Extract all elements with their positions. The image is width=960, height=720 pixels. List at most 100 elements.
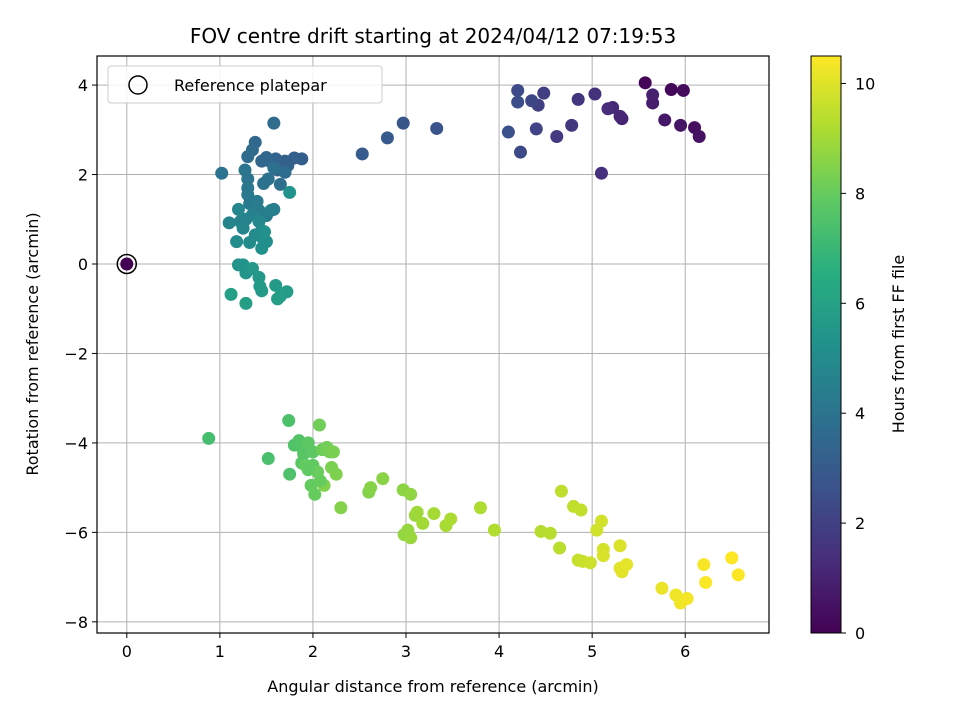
data-point (273, 177, 287, 191)
data-point (312, 418, 326, 432)
data-point (554, 484, 568, 498)
data-point (313, 474, 327, 488)
legend: Reference platepar (107, 65, 383, 104)
data-point (404, 531, 418, 545)
data-point (278, 165, 292, 179)
data-point (396, 116, 410, 130)
data-point (731, 568, 745, 582)
data-point (329, 467, 343, 481)
data-point (646, 88, 660, 102)
reference-point-marker (120, 257, 134, 271)
data-point (404, 487, 418, 501)
data-point (511, 95, 525, 109)
data-point (473, 501, 487, 515)
data-point (588, 87, 602, 101)
colorbar-tick-label: 6 (855, 294, 865, 313)
data-point (261, 452, 275, 466)
data-point (594, 166, 608, 180)
data-point (380, 131, 394, 145)
colorbar-gradient (810, 55, 842, 634)
data-point (613, 539, 627, 553)
data-point (326, 445, 340, 459)
colorbar-tick-label: 8 (855, 184, 865, 203)
data-point (376, 472, 390, 486)
data-point (264, 203, 278, 217)
data-point (697, 558, 711, 572)
y-axis-title: Rotation from reference (arcmin) (23, 212, 42, 475)
data-point (267, 161, 281, 175)
y-tick-label: −6 (64, 523, 88, 542)
colorbar-tick-label: 0 (855, 624, 865, 643)
y-tick-label: −4 (64, 434, 88, 453)
colorbar-tick-label: 10 (855, 74, 875, 93)
data-point (241, 172, 255, 186)
data-point (583, 556, 597, 570)
data-point (222, 216, 236, 230)
y-tick-label: −8 (64, 613, 88, 632)
data-point (267, 116, 281, 130)
data-point (487, 523, 501, 537)
data-point (511, 83, 525, 97)
data-point (571, 92, 585, 106)
colorbar-ticks: 0 2 4 6 8 10 (841, 74, 875, 643)
data-point (298, 458, 312, 472)
data-point (257, 176, 271, 190)
data-point (525, 94, 539, 108)
x-axis-ticks: 0 1 2 3 4 5 6 (122, 633, 690, 661)
data-point (601, 102, 615, 116)
data-point (239, 296, 253, 310)
data-point (664, 83, 678, 97)
data-point (444, 512, 458, 526)
data-point (543, 526, 557, 540)
colorbar-label: Hours from first FF file (889, 255, 908, 434)
data-point (692, 130, 706, 144)
data-point (594, 514, 608, 528)
data-point (269, 278, 283, 292)
data-point (282, 414, 296, 428)
data-point (255, 154, 269, 168)
data-point (550, 130, 564, 144)
data-point (638, 76, 652, 90)
data-point (224, 287, 238, 301)
data-point (553, 541, 567, 555)
data-point (613, 109, 627, 123)
legend-marker (128, 75, 148, 95)
data-point (308, 487, 322, 501)
data-points (202, 76, 745, 610)
data-point (529, 122, 543, 136)
data-point (364, 481, 378, 495)
data-point (427, 507, 441, 521)
data-point (410, 505, 424, 519)
data-point (416, 516, 430, 530)
x-tick-label: 5 (587, 642, 597, 661)
data-point (230, 235, 244, 249)
data-point (258, 225, 272, 239)
data-point (501, 125, 515, 139)
reference-point-layer (116, 253, 138, 275)
colorbar: 0 2 4 6 8 10 Hours from first FF file (810, 55, 908, 643)
data-point (202, 431, 216, 445)
x-tick-label: 6 (680, 642, 690, 661)
colorbar-tick-label: 2 (855, 514, 865, 533)
data-point (215, 166, 229, 180)
data-point (271, 292, 285, 306)
data-point (513, 145, 527, 159)
y-axis-ticks: −8 −6 −4 −2 0 2 4 (64, 76, 97, 632)
data-point (620, 558, 634, 572)
data-point (537, 86, 551, 100)
y-tick-label: 4 (78, 76, 88, 95)
reference-point-ring (116, 253, 138, 275)
x-tick-label: 1 (215, 642, 225, 661)
data-point (565, 118, 579, 132)
x-tick-label: 3 (401, 642, 411, 661)
data-point (236, 221, 250, 235)
colorbar-tick-label: 4 (855, 404, 865, 423)
data-point (596, 549, 610, 563)
x-tick-label: 2 (308, 642, 318, 661)
data-point (243, 236, 257, 250)
x-tick-label: 0 (122, 642, 132, 661)
data-point (334, 501, 348, 515)
data-point (283, 185, 297, 199)
grid (97, 56, 769, 633)
